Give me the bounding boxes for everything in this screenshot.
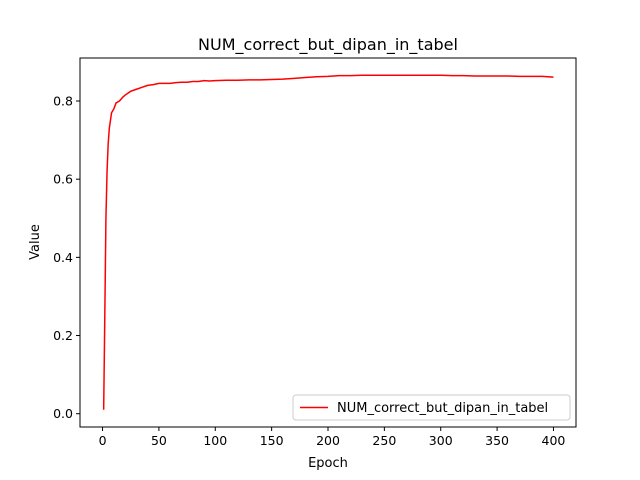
x-tick-label: 0 bbox=[99, 433, 107, 448]
x-tick-label: 300 bbox=[429, 433, 453, 448]
y-tick-label: 0.0 bbox=[53, 406, 73, 421]
x-tick-label: 50 bbox=[151, 433, 167, 448]
x-axis-label: Epoch bbox=[308, 456, 348, 471]
x-tick-label: 400 bbox=[542, 433, 566, 448]
axis-ticks: 0 50 100 150 200 250 300 350 400 0.0 0.2 0.4 0.6 0.8 bbox=[53, 93, 565, 448]
legend-box bbox=[292, 394, 571, 421]
x-tick-label: 150 bbox=[260, 433, 284, 448]
y-tick-label: 0.8 bbox=[53, 93, 73, 108]
x-tick-label: 100 bbox=[203, 433, 227, 448]
legend: NUM_correct_but_dipan_in_tabel bbox=[292, 394, 571, 421]
y-tick-label: 0.6 bbox=[53, 172, 73, 187]
chart-title: NUM_correct_but_dipan_in_tabel bbox=[198, 35, 458, 55]
y-tick-label: 0.4 bbox=[53, 250, 73, 265]
series-line-0 bbox=[102, 74, 554, 410]
x-tick-label: 250 bbox=[372, 433, 396, 448]
y-tick-label: 0.2 bbox=[53, 328, 73, 343]
x-tick-label: 350 bbox=[485, 433, 509, 448]
y-axis-label: Value bbox=[28, 224, 43, 260]
legend-label: NUM_correct_but_dipan_in_tabel bbox=[337, 401, 548, 416]
x-tick-label: 200 bbox=[316, 433, 340, 448]
plot-area bbox=[102, 74, 554, 410]
